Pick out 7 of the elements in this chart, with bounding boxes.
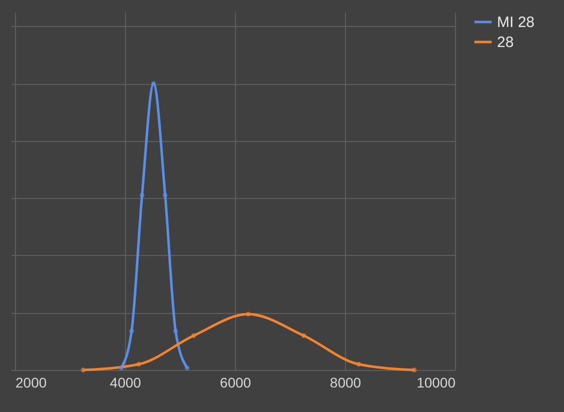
- x-tick-label: 2000: [16, 374, 47, 390]
- legend-label: 28: [497, 34, 514, 51]
- x-tick-label: 10000: [416, 374, 456, 390]
- x-tick-label: 8000: [330, 374, 362, 390]
- x-tick-label: 4000: [110, 374, 142, 390]
- legend-label: MI 28: [497, 14, 535, 31]
- x-tick-label: 6000: [220, 374, 252, 390]
